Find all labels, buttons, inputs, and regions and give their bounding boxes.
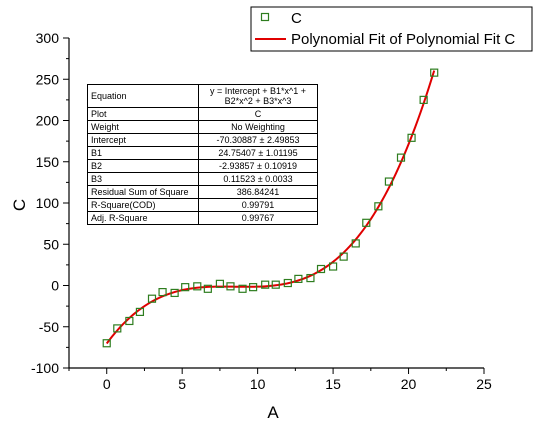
data-point	[430, 68, 439, 77]
stats-value: -70.30887 ± 2.49853	[198, 133, 318, 147]
x-tick-label: 5	[178, 376, 186, 392]
y-axis-title: C	[10, 199, 29, 211]
stats-key: B1	[87, 146, 199, 160]
y-tick-label: 0	[51, 278, 59, 294]
data-point	[362, 218, 371, 227]
data-point	[351, 239, 360, 248]
x-tick-label: 25	[476, 376, 492, 392]
stats-key: B3	[87, 172, 199, 186]
stats-row: Intercept -70.30887 ± 2.49853	[87, 133, 318, 147]
stats-value: 0.99791	[198, 198, 318, 212]
axes: 0 5 10 15 20 25 -100 -50 0 50 100 150 200 250 300	[31, 30, 492, 392]
stats-row: B1 24.75407 ± 1.01195	[87, 146, 318, 160]
stats-key: Plot	[87, 107, 199, 121]
legend: C Polynomial Fit of Polynomial Fit C	[250, 6, 533, 52]
stats-value: -2.93857 ± 0.10919	[198, 159, 318, 173]
data-point	[396, 153, 406, 162]
legend-box	[250, 6, 533, 52]
stats-row: B2 -2.93857 ± 0.10919	[87, 159, 318, 173]
stats-key: Equation	[87, 84, 199, 108]
x-tick-label: 20	[401, 376, 417, 392]
stats-row: Adj. R-Square 0.99767	[87, 211, 318, 225]
data-point	[294, 274, 303, 283]
legend-label-fit: Polynomial Fit of Polynomial Fit C	[291, 31, 515, 48]
data-point	[384, 177, 394, 186]
y-tick-label: -50	[39, 319, 59, 335]
data-point	[135, 307, 145, 316]
legend-marker-square	[260, 12, 270, 22]
y-tick-label: 300	[36, 30, 60, 46]
x-tick-label: 10	[250, 376, 266, 392]
data-point	[271, 280, 280, 289]
data-point	[249, 283, 258, 292]
data-point	[316, 264, 326, 274]
y-tick-label: 250	[36, 71, 60, 87]
fit-statistics-table: Equation y = Intercept + B1*x^1 + B2*x^2 …	[87, 84, 318, 225]
y-tick-label: 200	[36, 113, 60, 129]
data-point	[203, 284, 212, 293]
stats-row: Equation y = Intercept + B1*x^1 + B2*x^2 …	[87, 84, 318, 108]
data-point	[261, 280, 270, 289]
fit-curve-layer	[105, 70, 436, 345]
stats-row: R-Square(COD) 0.99791	[87, 198, 318, 212]
data-points-layer	[102, 68, 439, 348]
data-point	[102, 339, 111, 348]
data-point	[113, 324, 122, 333]
stats-row: Plot C	[87, 107, 318, 121]
fit-curve	[105, 70, 436, 345]
data-point	[283, 278, 292, 288]
data-point	[407, 133, 416, 142]
stats-value: C	[198, 107, 318, 121]
legend-label-c: C	[291, 10, 302, 27]
data-point	[306, 273, 315, 283]
stats-key: B2	[87, 159, 199, 173]
data-point	[374, 202, 383, 211]
data-point	[226, 282, 235, 291]
stats-value: 24.75407 ± 1.01195	[198, 146, 318, 160]
stats-key: Adj. R-Square	[87, 211, 199, 225]
x-tick-label: 15	[325, 376, 341, 392]
stats-value: 0.11523 ± 0.0033	[198, 172, 318, 186]
stats-value: No Weighting	[198, 120, 318, 134]
data-point	[215, 279, 225, 288]
stats-value: y = Intercept + B1*x^1 + B2*x^2 + B3*x^3	[198, 84, 318, 108]
data-point	[158, 288, 167, 297]
data-point	[170, 288, 179, 298]
x-tick-label: 0	[103, 376, 111, 392]
data-point	[181, 283, 190, 292]
y-tick-label: 150	[36, 154, 60, 170]
stats-value: 0.99767	[198, 211, 318, 225]
data-point	[238, 284, 247, 293]
stats-key: Residual Sum of Square	[87, 185, 199, 199]
x-axis-title: A	[267, 403, 279, 422]
y-tick-label: -100	[31, 360, 59, 376]
data-point	[193, 282, 202, 291]
data-point	[339, 252, 348, 261]
data-point	[419, 95, 428, 104]
data-point	[125, 316, 134, 326]
stats-row: B3 0.11523 ± 0.0033	[87, 172, 318, 186]
stats-key: Intercept	[87, 133, 199, 147]
data-point	[147, 294, 157, 303]
stats-value: 386.84241	[198, 185, 318, 199]
y-tick-label: 100	[36, 195, 60, 211]
data-point	[328, 262, 338, 271]
stats-row: Weight No Weighting	[87, 120, 318, 134]
stats-key: Weight	[87, 120, 199, 134]
stats-row: Residual Sum of Square 386.84241	[87, 185, 318, 199]
stats-key: R-Square(COD)	[87, 198, 199, 212]
y-tick-label: 50	[43, 236, 59, 252]
